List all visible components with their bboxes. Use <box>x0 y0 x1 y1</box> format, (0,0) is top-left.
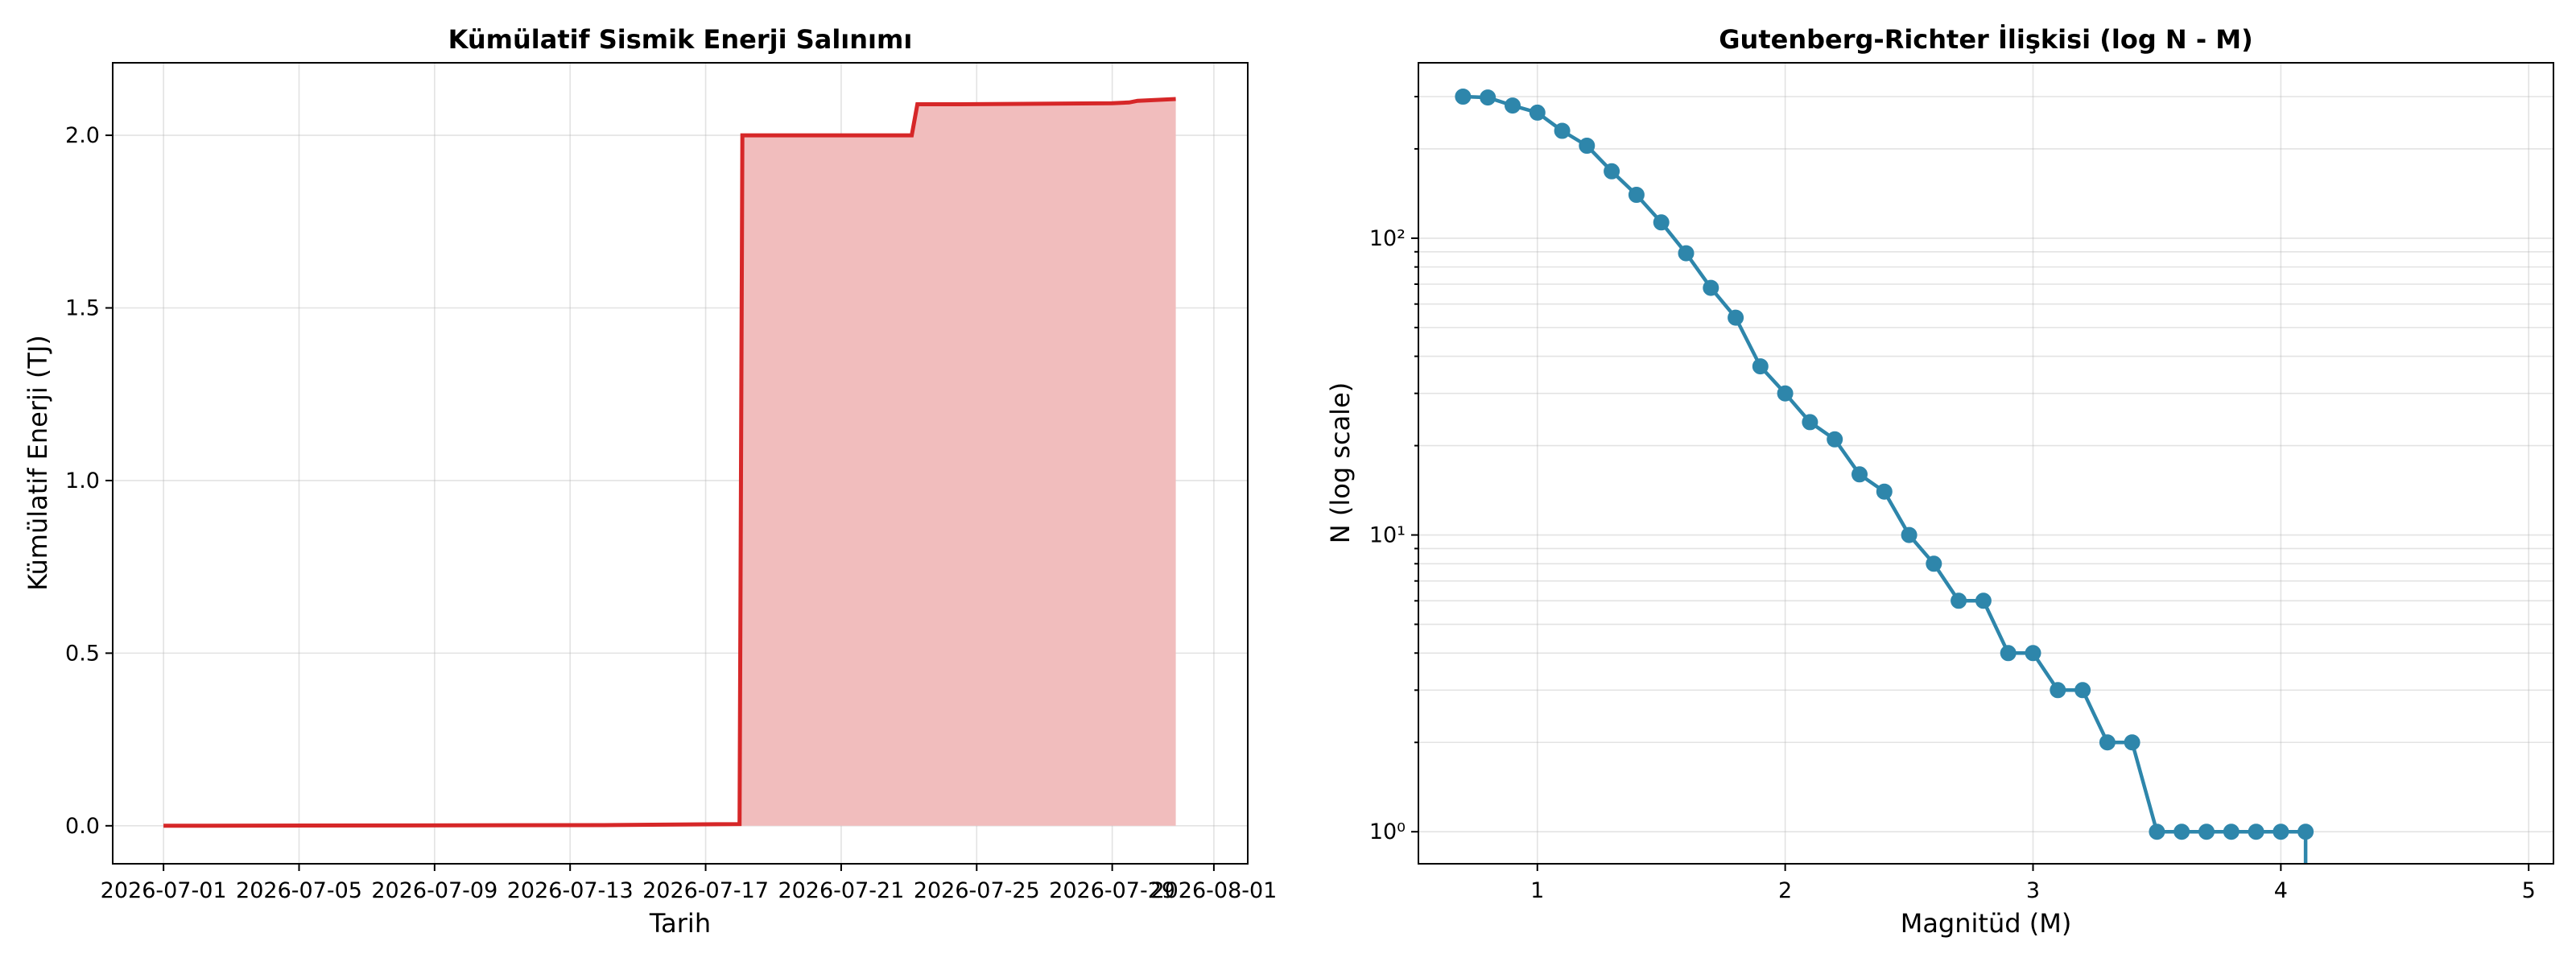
gr-chart-grid <box>1418 63 2553 864</box>
gr-chart-data-point <box>1951 592 1967 609</box>
gr-chart-y-tick-label: 10⁰ <box>1369 819 1406 844</box>
gr-chart-data-point <box>2025 645 2041 662</box>
energy-chart-x-label: Tarih <box>649 908 711 939</box>
gr-chart-data-point <box>1678 245 1695 262</box>
gr-chart-data-point <box>1455 89 1472 105</box>
gr-chart-x-tick-label: 3 <box>2026 878 2040 903</box>
energy-chart-y-tick-label: 2.0 <box>65 123 100 148</box>
gr-chart-data-point <box>2198 824 2215 840</box>
energy-chart-fill-area <box>163 99 1176 826</box>
energy-chart-frame <box>112 62 1249 865</box>
gr-chart-data-point <box>2149 824 2165 840</box>
energy-chart-line-layer <box>163 97 1176 828</box>
energy-chart-x-tick-label: 2026-07-17 <box>642 878 769 903</box>
energy-chart-x-tick-label: 2026-07-21 <box>778 878 904 903</box>
energy-chart-y-tick-label: 0.5 <box>65 641 100 666</box>
gr-chart-data-point <box>1876 483 1893 500</box>
energy-chart-x-tick-label: 2026-07-13 <box>507 878 634 903</box>
gr-chart-data-point <box>2174 824 2190 840</box>
gr-chart-data-point <box>1554 122 1571 139</box>
energy-chart-x-tick-label: 2026-07-29 <box>1049 878 1175 903</box>
energy-chart-x-tick-label: 2026-07-05 <box>236 878 362 903</box>
gr-chart-data-point <box>2297 824 2314 840</box>
gr-chart-data-point <box>2050 682 2066 699</box>
gr-chart-data-point <box>2000 645 2017 662</box>
gr-chart-data-point <box>2074 682 2091 699</box>
gr-chart-data-point <box>1653 214 1670 231</box>
gr-chart-data-point <box>1505 97 1521 114</box>
gr-chart-points <box>1455 89 2314 840</box>
energy-chart-y-label: Kümülatif Enerji (TJ) <box>23 335 53 591</box>
gr-chart-data-point <box>1480 89 1496 106</box>
gr-chart-x-tick-label: 5 <box>2522 878 2536 903</box>
energy-chart-x-tick-label: 2026-07-25 <box>914 878 1040 903</box>
energy-chart-title: Kümülatif Sismik Enerji Salınımı <box>448 24 913 55</box>
gr-chart-data-point <box>1975 592 1992 609</box>
energy-chart-y-tick-label: 1.5 <box>65 296 100 321</box>
gr-chart-data-point <box>1579 138 1596 154</box>
energy-chart-y-tick-label: 0.0 <box>65 814 100 839</box>
gr-chart-series-line <box>1463 94 2308 864</box>
gr-chart-data-point <box>2248 824 2264 840</box>
gr-chart-data-point <box>1529 104 1546 121</box>
energy-chart-x-tick-label: 2026-07-01 <box>101 878 227 903</box>
gr-chart-data-point <box>1827 431 1843 448</box>
gr-chart-y-tick-label: 10¹ <box>1369 523 1406 548</box>
gr-chart-data-point <box>1628 187 1645 203</box>
gr-chart-data-point <box>1926 555 1942 572</box>
energy-chart-x-tick-label: 2026-07-09 <box>371 878 497 903</box>
gr-chart-x-tick-label: 2 <box>1778 878 1792 903</box>
gr-chart-data-point <box>2223 824 2240 840</box>
gr-chart-data-point <box>1752 358 1769 375</box>
gr-chart-data-point <box>1604 163 1620 180</box>
gr-chart-y-ticks: 10⁰ 10¹ 10² <box>1369 96 1418 844</box>
energy-chart-y-ticks: 0.0 0.5 1.0 1.5 2.0 <box>65 123 113 839</box>
gr-chart-data-point <box>2273 824 2289 840</box>
gr-chart-data-point <box>1852 466 1868 483</box>
energy-chart-panel: Kümülatif Sismik Enerji Salınımı 2026-07… <box>23 24 1277 939</box>
energy-chart-x-ticks: 2026-07-01 2026-07-05 2026-07-09 2026-07-13… <box>101 864 1277 903</box>
gr-chart-y-tick-label: 10² <box>1369 226 1406 251</box>
gr-chart-data-point <box>1901 526 1918 543</box>
gr-chart-frame <box>1418 62 2554 865</box>
gr-chart-data-point <box>1703 279 1719 296</box>
gr-chart-data-point <box>2099 734 2116 751</box>
gr-chart-x-tick-label: 1 <box>1530 878 1544 903</box>
gutenberg-richter-panel: Gutenberg-Richter İlişkisi (log N - M) 1… <box>1325 24 2554 939</box>
gr-chart-line-layer <box>1463 94 2308 864</box>
gr-chart-title: Gutenberg-Richter İlişkisi (log N - M) <box>1719 24 2252 55</box>
gr-chart-x-tick-label: 4 <box>2274 878 2288 903</box>
gr-chart-data-point <box>1777 385 1794 402</box>
energy-chart-series-line <box>163 97 1176 828</box>
gr-chart-x-ticks: 1 2 3 4 5 <box>1530 864 2536 903</box>
gr-chart-y-label: N (log scale) <box>1325 382 1356 543</box>
gr-chart-data-point <box>2124 734 2140 751</box>
gr-chart-data-point <box>1802 414 1818 431</box>
energy-chart-area-layer <box>163 99 1176 826</box>
energy-chart-y-tick-label: 1.0 <box>65 469 100 493</box>
gr-chart-x-label: Magnitüd (M) <box>1901 908 2072 939</box>
gr-chart-data-point <box>1728 309 1744 326</box>
energy-chart-x-tick-label: 2026-08-01 <box>1150 878 1277 903</box>
